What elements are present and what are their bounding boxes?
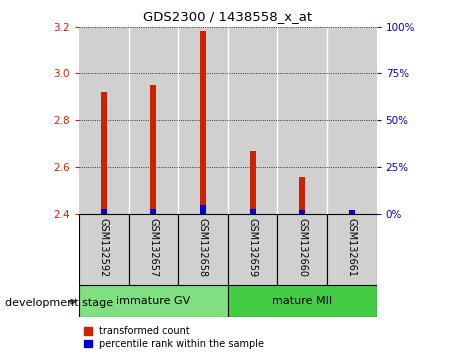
Bar	[150, 209, 156, 214]
Bar	[129, 214, 178, 285]
Text: immature GV: immature GV	[116, 296, 190, 306]
Bar	[277, 214, 327, 285]
Text: GSM132659: GSM132659	[248, 218, 258, 277]
Text: GSM132592: GSM132592	[99, 218, 109, 277]
Bar	[249, 209, 256, 214]
Bar	[79, 27, 129, 214]
Bar	[150, 85, 156, 214]
Text: GSM132657: GSM132657	[148, 218, 158, 277]
Bar	[101, 92, 107, 214]
Text: mature MII: mature MII	[272, 296, 332, 306]
Bar	[249, 151, 256, 214]
Bar	[299, 210, 305, 214]
Text: GSM132661: GSM132661	[347, 218, 357, 277]
Bar	[178, 27, 228, 214]
Bar	[277, 27, 327, 214]
Text: GSM132660: GSM132660	[297, 218, 307, 277]
Bar	[178, 214, 228, 285]
Bar	[129, 27, 178, 214]
Bar	[228, 285, 377, 317]
Text: GSM132658: GSM132658	[198, 218, 208, 277]
Text: development stage: development stage	[5, 298, 113, 308]
Bar	[101, 209, 107, 214]
Bar	[228, 27, 277, 214]
Bar	[79, 285, 228, 317]
Bar	[200, 31, 206, 214]
Bar	[79, 214, 129, 285]
Title: GDS2300 / 1438558_x_at: GDS2300 / 1438558_x_at	[143, 10, 312, 23]
Legend: transformed count, percentile rank within the sample: transformed count, percentile rank withi…	[84, 326, 264, 349]
Bar	[327, 214, 377, 285]
Bar	[200, 205, 206, 214]
Bar	[228, 214, 277, 285]
Bar	[327, 27, 377, 214]
Bar	[349, 210, 355, 214]
Bar	[299, 177, 305, 214]
